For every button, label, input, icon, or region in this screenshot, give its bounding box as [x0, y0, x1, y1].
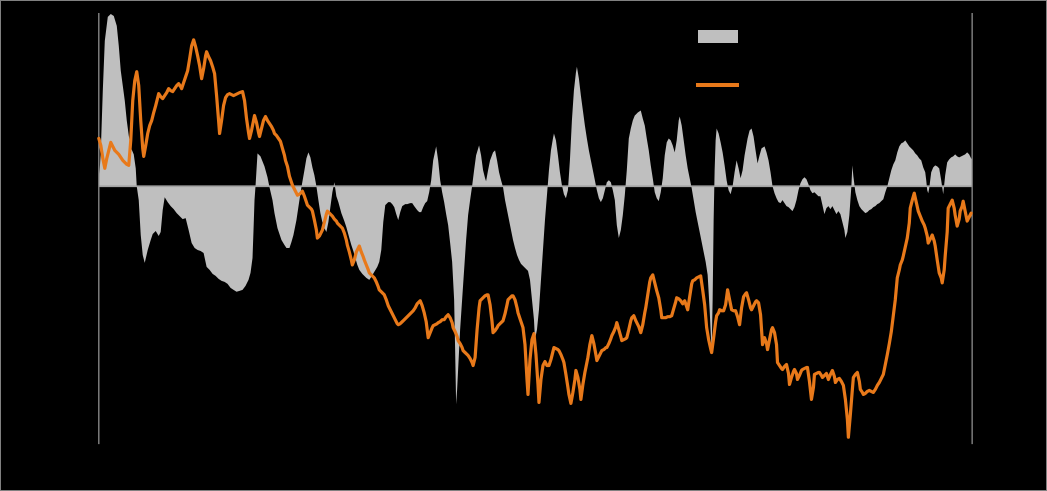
- orange-line-series: [97, 38, 973, 439]
- gray-area-series: [98, 13, 973, 405]
